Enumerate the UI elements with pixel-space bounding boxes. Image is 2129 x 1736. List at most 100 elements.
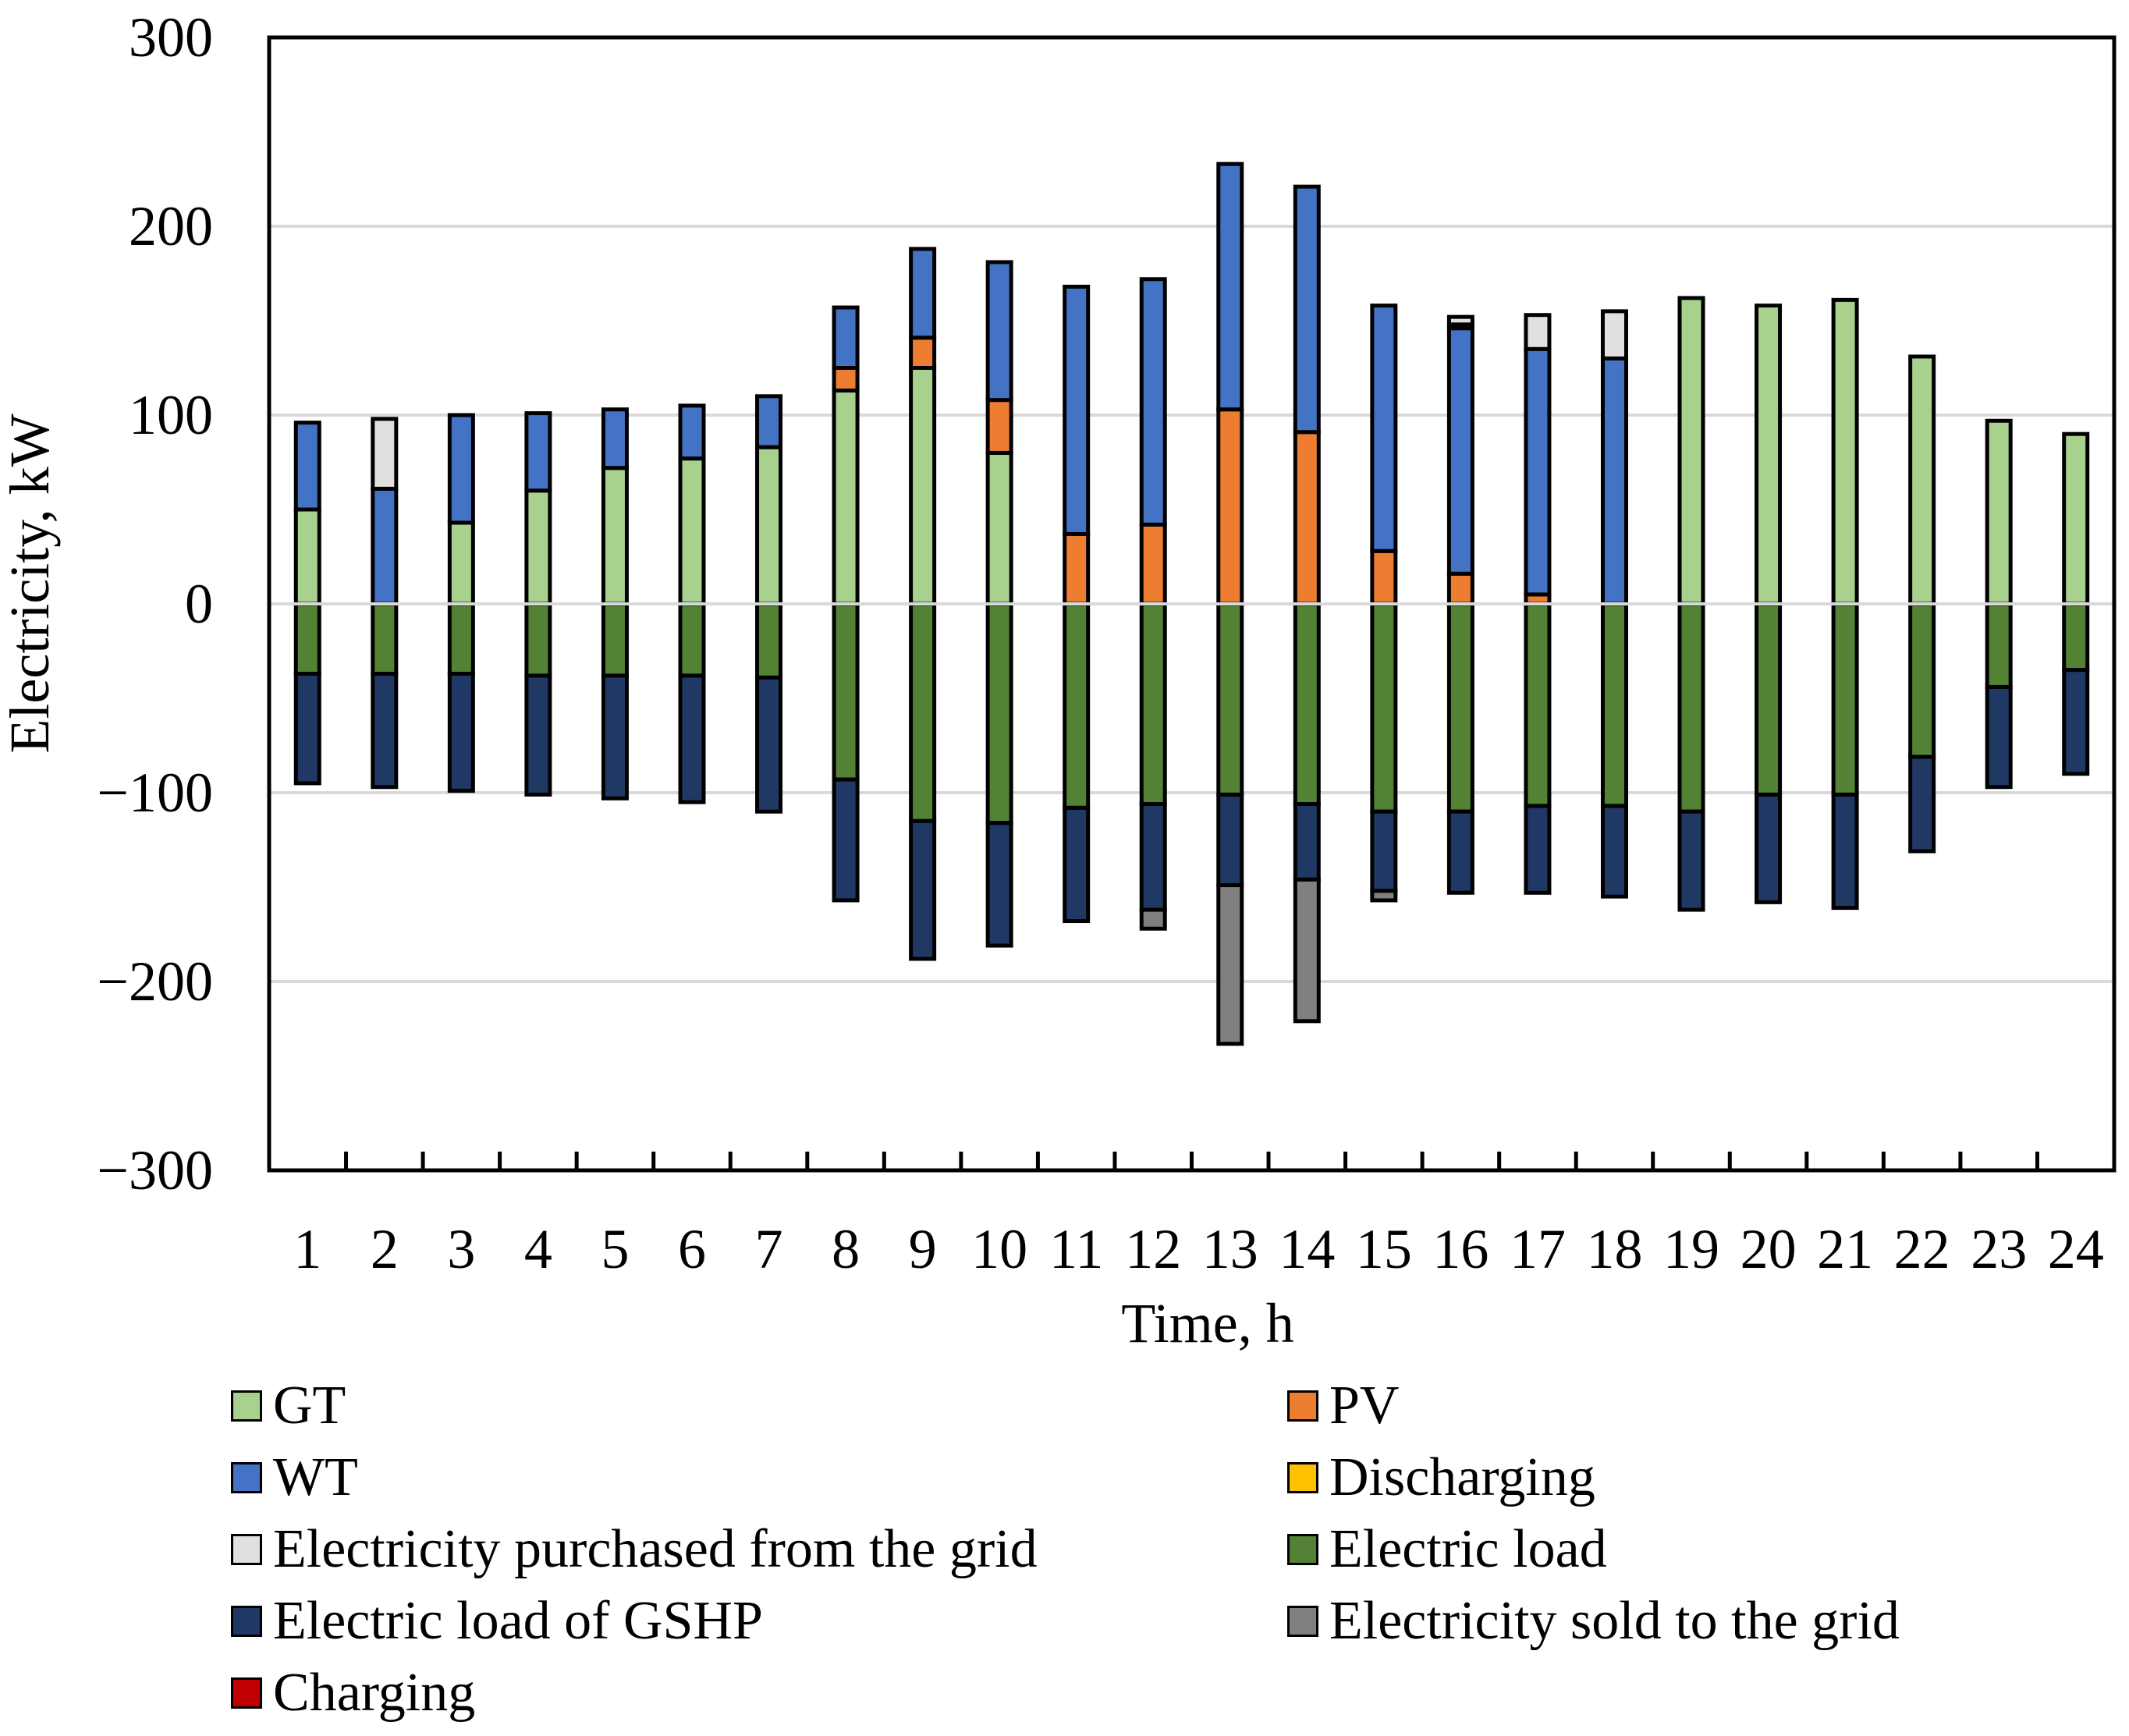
bar-segment-pv-13 [1216,407,1244,606]
x-tick-label: 6 [678,1218,706,1280]
x-tick-label: 20 [1740,1218,1797,1280]
legend-label: Discharging [1329,1447,1595,1507]
legend-item: Electric load of GSHP [231,1590,763,1653]
bar-segment-electric-load-of-gshp-20 [1755,792,1783,904]
x-tick-label: 9 [909,1218,937,1280]
bar-segment-electricity-sold-to-the-grid-15 [1370,889,1398,903]
bar-segment-pv-14 [1293,430,1321,606]
bar-segment-electric-load-7 [755,602,783,680]
x-tick-labels: 1 2 3 4 5 6 7 8 9 10 11 12 13 14 15 16 17 18 19 20 21 22 23 24 [293,1218,2103,1280]
x-tick-label: 17 [1510,1218,1566,1280]
x-tick-label: 23 [1971,1218,2027,1280]
bar-segment-gt-1 [293,507,321,606]
bar-segment-electric-load-of-gshp-7 [755,675,783,814]
bar-segment-gt-4 [524,488,552,606]
bar-segment-electric-load-of-gshp-17 [1524,804,1552,895]
bar-segment-electric-load-19 [1677,602,1705,814]
legend-item: Electricity sold to the grid [1287,1590,1900,1653]
bar-segment-electricity-sold-to-the-grid-13 [1216,883,1244,1046]
bar-segment-gt-19 [1677,296,1705,606]
bar-segment-electric-load-of-gshp-5 [601,673,629,801]
bar-segment-electric-load-9 [909,602,937,823]
bar-segment-gt-8 [832,389,860,606]
bar-segment-electric-load-of-gshp-23 [1985,684,2013,790]
bar-segment-electric-load-of-gshp-16 [1446,809,1474,895]
x-tick-label: 3 [447,1218,475,1280]
bar-segment-gt-24 [2062,431,2090,606]
x-tick-label: 1 [293,1218,321,1280]
bars [293,162,2090,1046]
x-tick-label: 16 [1432,1218,1489,1280]
legend-item: GT [231,1375,346,1437]
legend-item: Discharging [1287,1447,1595,1509]
bar-segment-gt-7 [755,445,783,606]
bar-segment-pv-8 [832,366,860,393]
bar-segment-wt-12 [1139,277,1167,527]
x-tick-label: 2 [371,1218,399,1280]
bar-segment-electric-load-2 [371,602,399,676]
bar-segment-wt-17 [1524,346,1552,597]
bar-segment-wt-1 [293,421,321,512]
bar-segment-electric-load-of-gshp-8 [832,777,860,903]
x-tick-label: 8 [832,1218,860,1280]
bar-segment-electric-load-8 [832,602,860,782]
y-tick-label: −200 [97,950,213,1013]
legend-item: Electricity purchased from the grid [231,1518,1038,1581]
legend-swatch [231,1677,262,1709]
bar-segment-electric-load-24 [2062,602,2090,673]
x-tick-label: 13 [1202,1218,1258,1280]
bar-segment-wt-5 [601,407,629,470]
bar-segment-wt-18 [1600,356,1628,606]
bar-segment-electric-load-15 [1370,602,1398,814]
bar-segment-gt-21 [1831,297,1859,606]
legend-label: Electric load [1329,1519,1607,1579]
bar-segment-electric-load-of-gshp-15 [1370,809,1398,893]
legend-swatch [231,1534,262,1565]
bar-segment-pv-16 [1446,571,1474,606]
x-tick-label: 14 [1279,1218,1335,1280]
bar-segment-electric-load-of-gshp-12 [1139,802,1167,912]
bar-segment-electric-load-of-gshp-14 [1293,802,1321,882]
bar-segment-gt-9 [909,366,937,606]
bar-segment-wt-15 [1370,304,1398,553]
bar-segment-electric-load-of-gshp-22 [1908,754,1936,854]
y-tick-label: −100 [97,761,213,824]
bar-segment-electric-load-of-gshp-3 [447,672,475,793]
y-tick-label: 300 [129,6,213,69]
legend-label: Electric load of GSHP [273,1591,763,1651]
bar-segment-electric-load-of-gshp-1 [293,672,321,786]
gridlines [269,225,2114,983]
legend-label: Electricity purchased from the grid [273,1519,1038,1579]
bar-segment-electric-load-16 [1446,602,1474,814]
bar-segment-electric-load-of-gshp-19 [1677,809,1705,912]
y-tick-label: 200 [129,195,213,257]
bar-segment-electric-load-of-gshp-24 [2062,668,2090,776]
bar-segment-electric-load-of-gshp-9 [909,818,937,961]
bar-segment-pv-11 [1063,531,1091,606]
bar-segment-electric-load-4 [524,602,552,678]
bar-segment-electric-load-of-gshp-11 [1063,805,1091,924]
bar-segment-gt-23 [1985,418,2013,606]
x-tick-label: 12 [1125,1218,1181,1280]
bar-segment-electric-load-11 [1063,602,1091,810]
axes [267,35,2117,1173]
legend-item: Charging [231,1662,475,1724]
bar-segment-gt-20 [1755,304,1783,606]
legend-swatch [231,1462,262,1493]
bar-segment-wt-6 [678,403,706,461]
legend-swatch [1287,1606,1318,1637]
bar-segment-electric-load-17 [1524,602,1552,808]
legend-item: WT [231,1447,358,1509]
bar-segment-gt-6 [678,456,706,606]
legend-label: GT [273,1376,346,1436]
legend-swatch [1287,1390,1318,1422]
bar-segment-electric-load-6 [678,602,706,678]
bar-segment-electric-load-of-gshp-2 [371,672,399,790]
bar-segment-gt-5 [601,466,629,606]
bar-segment-wt-4 [524,411,552,493]
bar-segment-electric-load-of-gshp-18 [1600,804,1628,899]
x-tick-label: 7 [755,1218,783,1280]
x-tick-label: 10 [971,1218,1027,1280]
legend-label: Electricity sold to the grid [1329,1591,1900,1651]
